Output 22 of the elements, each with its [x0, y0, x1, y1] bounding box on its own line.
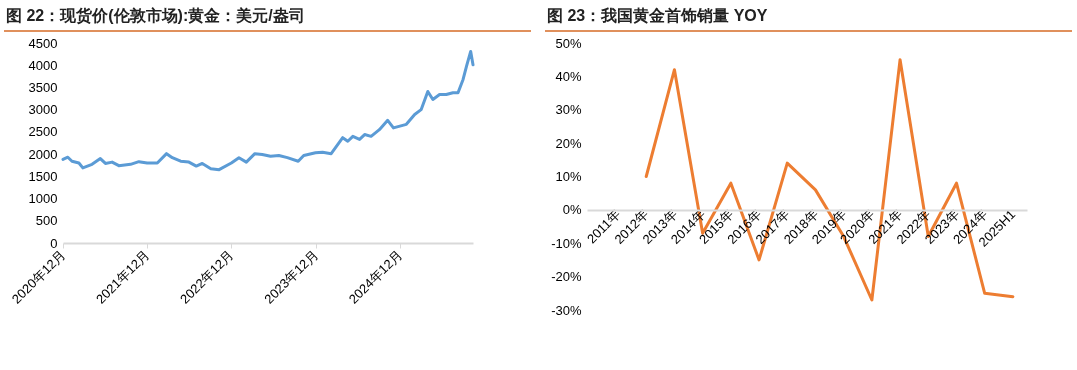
y-tick-label: 0% [562, 202, 582, 218]
y-tick-label: -10% [551, 235, 582, 251]
y-tick-label: 0 [50, 235, 58, 251]
line-series [61, 49, 475, 172]
y-tick-label: 30% [555, 102, 582, 118]
y-tick-label: 4500 [28, 35, 58, 51]
y-tick-label: -30% [551, 302, 582, 318]
chart-title: 图 22：现货价(伦敦市场):黄金：美元/盎司 [4, 4, 531, 32]
chart-title: 图 23：我国黄金首饰销量 YOY [545, 4, 1072, 32]
y-tick-label: 1500 [28, 168, 58, 184]
y-tick-label: 2500 [28, 124, 58, 140]
y-tick-label: 4000 [28, 57, 58, 73]
y-tick-label: 20% [555, 135, 582, 151]
y-tick-label: 3000 [28, 102, 58, 118]
y-tick-label: 500 [35, 213, 58, 229]
y-tick-label: 50% [555, 35, 582, 51]
y-tick-label: 3500 [28, 79, 58, 95]
y-tick-label: 2000 [28, 146, 58, 162]
y-tick-label: 1000 [28, 191, 58, 207]
y-tick-label: 10% [555, 169, 582, 184]
y-tick-label: 40% [555, 68, 582, 84]
y-tick-label: -20% [551, 269, 582, 285]
